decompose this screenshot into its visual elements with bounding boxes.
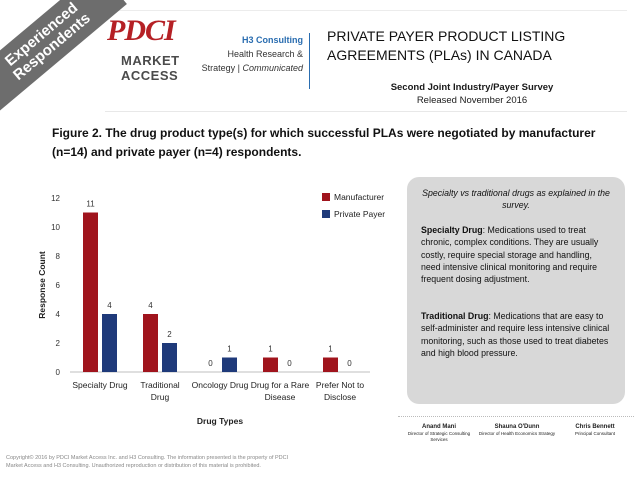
y-tick-label: 0 (56, 368, 61, 377)
pdci-logo-text: PDCI (107, 14, 176, 47)
pdci-logo: PDCI MARKET ACCESS (107, 14, 199, 109)
data-label: 2 (167, 330, 172, 339)
data-label: 0 (208, 359, 213, 368)
bar-manufacturer (143, 314, 158, 372)
h3-line2: Health Research & (227, 49, 303, 59)
bar-manufacturer (323, 357, 338, 372)
bar-private-payer (102, 314, 117, 372)
y-tick-label: 2 (56, 339, 61, 348)
x-tick-label: Disease (265, 392, 296, 402)
legend-label: Private Payer (334, 209, 385, 219)
x-tick-label: Drug (151, 392, 170, 402)
y-tick-label: 10 (51, 223, 60, 232)
data-label: 4 (148, 301, 153, 310)
copyright-notice: Copyright© 2016 by PDCI Market Access In… (6, 455, 289, 469)
h3-name: H3 Consulting (242, 35, 303, 45)
y-axis-title: Response Count (37, 251, 47, 319)
x-tick-label: Drug for a Rare (251, 380, 310, 390)
traditional-definition: Traditional Drug: Medications that are e… (421, 310, 610, 359)
y-tick-label: 4 (56, 310, 61, 319)
contacts-strip: Anand Mani Director of Strategic Consult… (398, 416, 634, 475)
data-label: 1 (268, 345, 273, 354)
definitions-heading: Specialty vs traditional drugs as explai… (422, 188, 610, 211)
x-tick-label: Oncology Drug (192, 380, 249, 390)
bar-manufacturer (83, 212, 98, 372)
x-axis-title: Drug Types (197, 416, 243, 426)
data-label: 1 (328, 345, 333, 354)
y-tick-label: 8 (56, 252, 61, 261)
legend-swatch-private-payer (322, 210, 330, 218)
y-tick-label: 12 (51, 194, 60, 203)
pdci-logo-subtitle: MARKET ACCESS (121, 53, 180, 83)
y-tick-label: 6 (56, 281, 61, 290)
data-label: 0 (287, 359, 292, 368)
contact-card: Chris Bennett Principal Consultant (574, 424, 616, 436)
specialty-definition: Specialty Drug: Medications used to trea… (421, 224, 599, 285)
page-title: PRIVATE PAYER PRODUCT LISTING AGREEMENTS… (327, 28, 566, 63)
legend-label: Manufacturer (334, 192, 384, 202)
x-tick-label: Traditional (140, 380, 179, 390)
contact-card: Anand Mani Director of Strategic Consult… (407, 424, 471, 442)
data-label: 11 (86, 200, 95, 209)
bar-manufacturer (263, 357, 278, 372)
data-label: 4 (107, 301, 112, 310)
x-tick-label: Disclose (324, 392, 356, 402)
data-label: 0 (347, 359, 352, 368)
contact-card: Shauna O'Dunn Director of Health Economi… (478, 424, 556, 436)
page-header: PDCI MARKET ACCESS H3 Consulting Health … (105, 10, 627, 112)
survey-info: Second Joint Industry/Payer Survey Relea… (327, 81, 617, 107)
x-tick-label: Prefer Not to (316, 380, 364, 390)
bar-private-payer (162, 343, 177, 372)
definitions-box: Specialty vs traditional drugs as explai… (407, 177, 625, 404)
survey-date: Released November 2016 (416, 95, 528, 106)
figure-caption: Figure 2. The drug product type(s) for w… (52, 126, 596, 159)
survey-name: Second Joint Industry/Payer Survey (390, 82, 554, 93)
bar-private-payer (222, 357, 237, 372)
h3-consulting-logo: H3 Consulting Health Research & Strategy… (199, 33, 310, 89)
legend-swatch-manufacturer (322, 193, 330, 201)
x-tick-label: Specialty Drug (72, 380, 128, 390)
data-label: 1 (227, 345, 232, 354)
h3-line3: Strategy | Communicated (201, 63, 303, 73)
